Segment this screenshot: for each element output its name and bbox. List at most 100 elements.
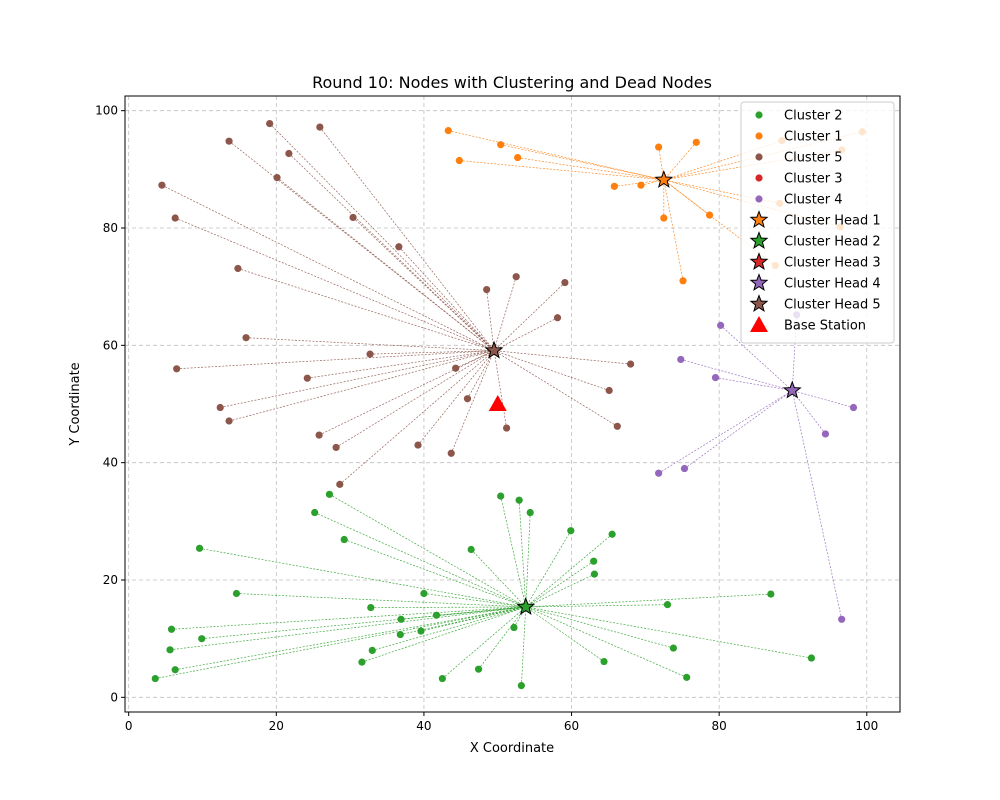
connection-line xyxy=(448,130,664,181)
connection-line xyxy=(663,179,684,281)
node-point xyxy=(417,627,425,635)
node-point xyxy=(438,674,446,683)
connection-line xyxy=(513,606,527,628)
node-point xyxy=(173,365,181,373)
node-point xyxy=(526,508,534,517)
node-point xyxy=(717,321,725,329)
y-tick-label: 40 xyxy=(103,456,118,470)
legend-label: Cluster Head 3 xyxy=(784,256,881,271)
y-axis-label: Y Coordinate xyxy=(68,362,83,446)
connection-line xyxy=(525,573,595,608)
connection-line xyxy=(370,606,526,608)
node-point xyxy=(332,443,340,452)
connection-line xyxy=(500,496,527,608)
connection-line xyxy=(246,337,495,351)
node-point xyxy=(711,374,720,382)
legend-label: Cluster 1 xyxy=(784,130,843,145)
node-point xyxy=(368,646,376,655)
connection-line xyxy=(493,282,566,351)
connection-line xyxy=(398,246,495,351)
node-point xyxy=(467,545,475,554)
connection-line xyxy=(518,500,527,608)
connection-line xyxy=(525,512,531,608)
connection-line xyxy=(175,217,495,351)
chart-title: Round 10: Nodes with Clustering and Dead… xyxy=(312,73,712,92)
legend-marker-star xyxy=(749,294,769,313)
node-point xyxy=(225,137,233,145)
node-point xyxy=(660,214,668,222)
node-point xyxy=(397,615,405,623)
connection-line xyxy=(318,350,495,436)
connection-line xyxy=(319,126,495,351)
legend-marker-star xyxy=(749,210,769,229)
y-tick-label: 80 xyxy=(103,221,118,235)
connection-line xyxy=(658,390,793,474)
connection-line xyxy=(521,606,527,686)
node-point xyxy=(807,654,816,662)
axis-ticks: 0 20 40 60 80 100 0 20 40 60 80 100 xyxy=(95,104,878,733)
node-point xyxy=(669,644,678,652)
node-point xyxy=(432,611,441,619)
y-tick-label: 0 xyxy=(110,690,118,704)
connection-line xyxy=(269,123,495,351)
cluster-head-star xyxy=(484,340,504,359)
node-point xyxy=(316,123,324,131)
connection-line xyxy=(176,350,495,370)
plot-frame xyxy=(124,95,901,713)
node-point xyxy=(414,441,422,449)
node-point xyxy=(561,278,569,287)
node-point xyxy=(553,314,562,322)
connection-line xyxy=(525,606,812,659)
legend-box xyxy=(740,101,895,344)
node-point xyxy=(679,277,687,285)
connection-line xyxy=(329,494,526,608)
legend-marker-dot xyxy=(755,153,763,161)
connection-line xyxy=(459,160,664,181)
cluster-heads xyxy=(484,169,802,616)
node-point xyxy=(232,589,241,598)
node-point xyxy=(336,480,344,488)
connection-line xyxy=(663,179,776,266)
node-point xyxy=(325,490,334,498)
node-point xyxy=(692,138,700,146)
connection-line xyxy=(525,606,687,678)
connection-line xyxy=(450,350,495,454)
node-point xyxy=(655,143,663,151)
connection-line xyxy=(478,606,527,670)
connection-line xyxy=(525,530,572,608)
connection-line xyxy=(525,606,605,662)
node-point xyxy=(158,181,166,189)
legend: Cluster 2 Cluster 1 Cluster 5 Cluster 3 Clus… xyxy=(740,101,895,344)
node-point xyxy=(358,658,366,666)
connection-lines xyxy=(155,123,863,686)
connection-line xyxy=(517,157,664,181)
node-point xyxy=(608,530,616,538)
legend-label: Cluster 5 xyxy=(784,151,843,166)
node-point xyxy=(367,603,375,612)
node-point xyxy=(395,243,403,251)
node-point xyxy=(497,141,505,149)
node-point xyxy=(444,127,452,135)
connection-line xyxy=(680,359,793,391)
legend-label: Cluster Head 4 xyxy=(784,277,881,292)
legend-label: Cluster 3 xyxy=(784,172,843,187)
connection-line xyxy=(370,350,495,355)
node-point xyxy=(474,665,483,673)
cluster-head-star xyxy=(782,380,802,399)
legend-marker-triangle xyxy=(750,316,768,332)
connection-line xyxy=(640,179,664,186)
node-point xyxy=(655,469,663,477)
connection-line xyxy=(715,377,793,391)
connection-line xyxy=(467,350,495,399)
connection-line xyxy=(493,276,517,351)
connection-line xyxy=(791,314,798,391)
node-point xyxy=(680,464,689,473)
node-point xyxy=(340,535,348,544)
node-point xyxy=(463,395,472,403)
legend-marker-dot xyxy=(755,195,763,203)
x-tick-label: 60 xyxy=(564,719,579,733)
connection-line xyxy=(276,177,495,351)
node-point xyxy=(167,625,176,633)
connection-line xyxy=(493,317,558,351)
